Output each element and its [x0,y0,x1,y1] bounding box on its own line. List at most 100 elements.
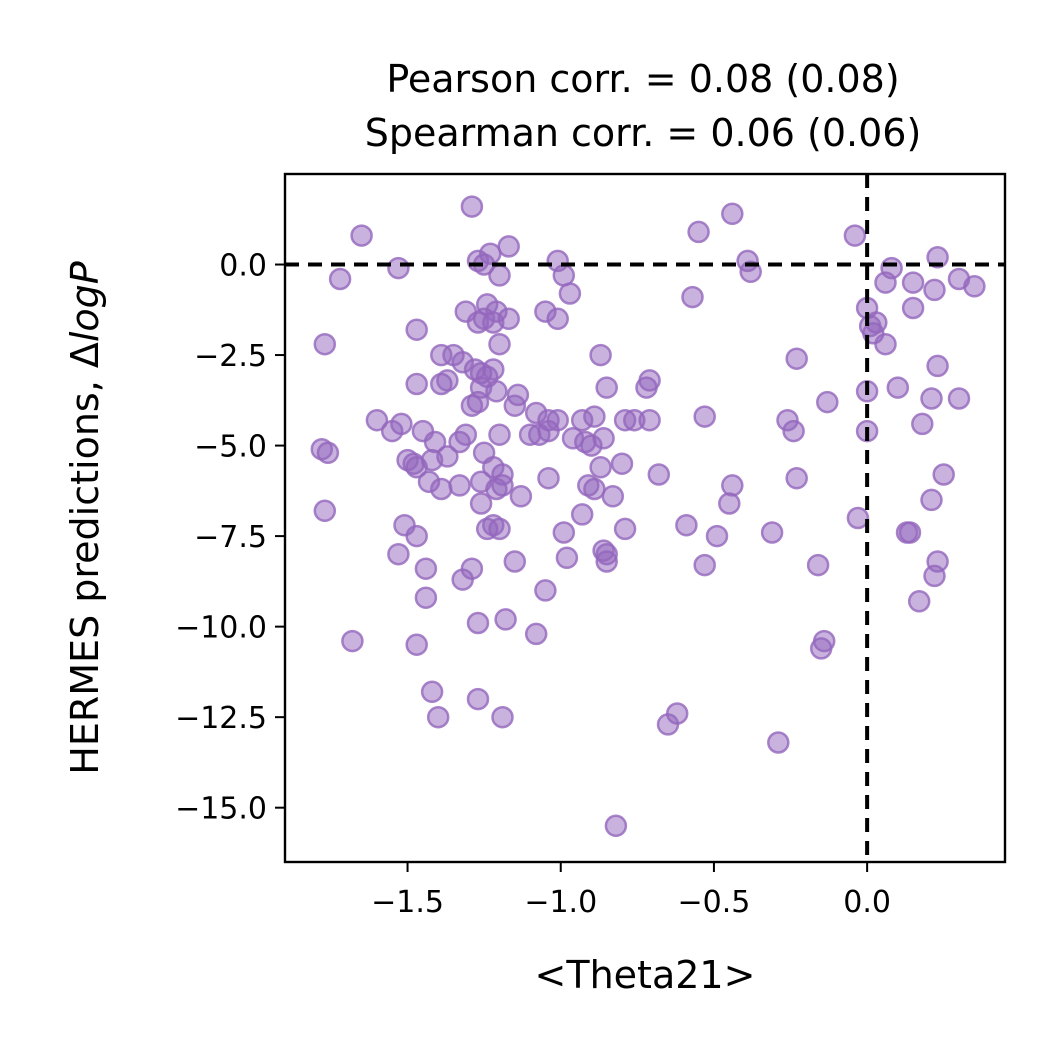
data-point [926,354,949,378]
data-point [466,687,490,711]
data-point [488,517,511,541]
data-point [426,705,450,729]
reference-lines [285,174,1005,862]
y-tick-label: −7.5 [194,520,267,555]
data-point [693,405,716,428]
data-point [760,521,784,544]
x-tick-label: −0.5 [678,885,751,920]
x-tick-label: −1.0 [524,885,597,920]
data-point [414,557,438,580]
data-point [675,513,698,537]
y-axis-label: HERMES predictions, ΔlogP [63,261,107,775]
data-point [911,412,934,436]
data-point [430,372,453,396]
y-tick-label: −15.0 [175,792,267,827]
data-point [718,492,741,515]
data-point [687,220,710,244]
data-point [460,195,484,218]
data-point [555,546,579,570]
data-point [488,332,511,356]
data-point [920,387,943,410]
y-tick-label: −2.5 [194,339,267,374]
data-point [926,246,949,269]
data-point [901,296,925,320]
data-point [721,474,744,497]
data-point [923,278,946,302]
data-point [601,485,625,508]
data-point [656,713,680,736]
data-point [610,452,634,475]
data-point [387,256,410,280]
y-tick-label: 0.0 [219,249,267,284]
data-point [595,550,618,573]
data-point [420,680,444,704]
data-point [448,430,471,454]
data-point [589,456,612,479]
data-point [920,488,943,512]
data-point [482,311,505,334]
data-point [448,474,471,497]
data-point [583,477,606,501]
data-point [350,224,373,247]
data-point [552,521,576,544]
data-point [583,405,606,428]
data-point [705,524,729,548]
x-axis: −1.5 −1.0 −0.5 0.0 [371,862,891,920]
y-tick-label: −12.5 [175,701,267,736]
data-point [721,202,744,226]
data-point [886,376,910,399]
data-point [785,347,808,370]
data-point [436,445,459,468]
data-point [451,568,474,591]
data-point [613,517,637,541]
data-point [595,376,618,399]
data-point [923,564,946,588]
data-point [947,387,971,410]
data-point [405,524,428,548]
data-point [816,390,839,414]
y-axis-label-text: HERMES predictions, Δ [63,342,107,775]
data-point [592,427,615,450]
data-point [635,376,658,399]
data-point [932,463,955,486]
data-point [466,611,490,635]
data-point [506,383,530,407]
y-axis: 0.0 −2.5 −5.0 −7.5 −10.0 −12.5 −15.0 [175,249,285,827]
data-point [460,394,484,417]
data-point [488,264,511,287]
data-point [316,441,340,465]
data-point [390,412,413,436]
data-point [546,307,569,331]
data-point [874,271,897,294]
data-point [809,637,833,660]
data-point [405,372,428,396]
data-point [782,419,805,443]
y-axis-label-italic: logP [63,261,107,342]
data-point [898,521,922,544]
data-point [485,380,508,403]
data-point [574,430,597,454]
data-point [785,466,808,490]
data-point [414,586,438,609]
x-tick-label: −1.5 [371,885,444,920]
data-point [638,408,661,432]
data-point [806,553,830,577]
data-point [570,503,594,526]
data-point [430,477,453,501]
data-point [846,506,870,530]
data-point [693,553,716,577]
y-tick-label: −10.0 [175,611,267,646]
data-point [739,260,762,284]
data-point [681,285,704,309]
data-point [488,423,511,446]
data-points [310,195,986,838]
data-point [503,550,527,573]
y-tick-label: −5.0 [194,430,267,465]
data-point [341,629,364,653]
data-point [405,633,428,656]
data-point [767,731,790,754]
data-point [524,622,548,646]
data-point [604,814,628,838]
data-point [313,499,337,523]
